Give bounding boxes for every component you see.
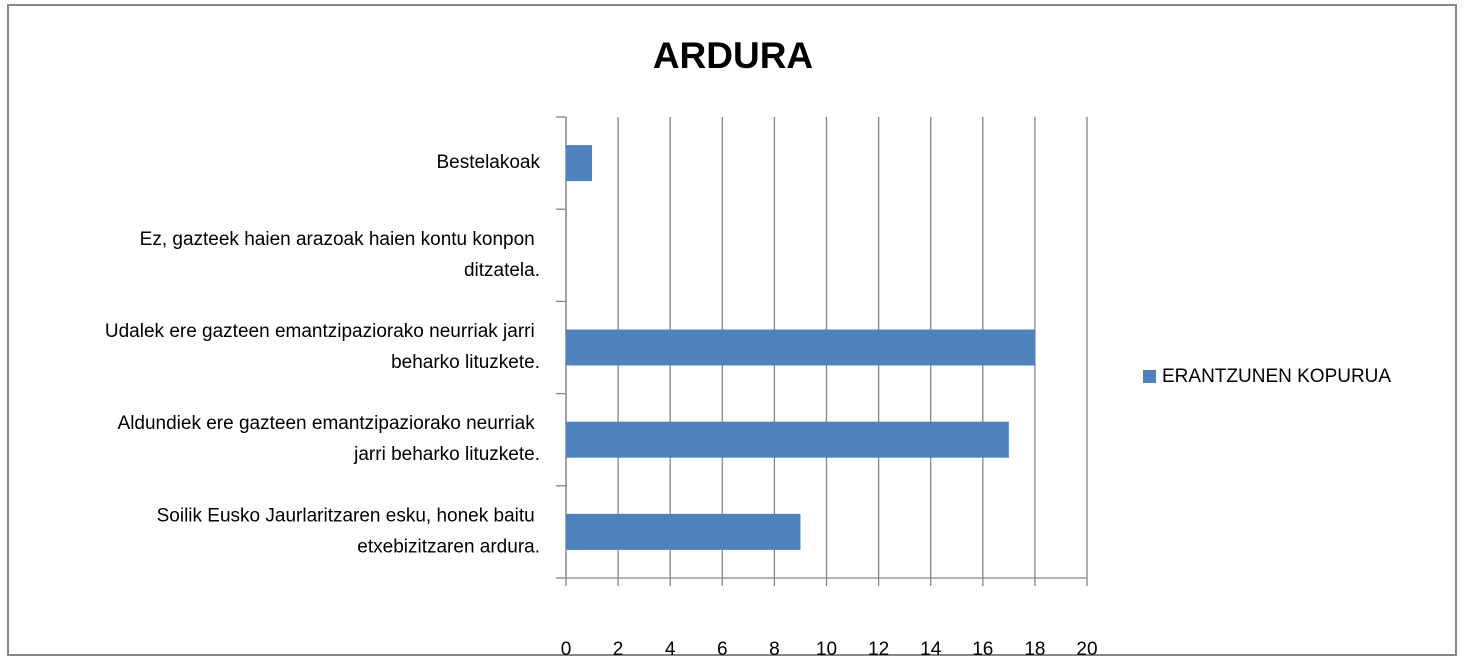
x-tick-label: 2 xyxy=(613,639,624,660)
chart-title: ARDURA xyxy=(653,35,813,76)
x-tick-label: 0 xyxy=(561,639,572,660)
label-line: Soilik Eusko Jaurlaritzaren esku, honek … xyxy=(157,505,540,526)
y-tick-label: Udalek ere gazteen emantzipaziorako neur… xyxy=(105,321,540,373)
legend-label: ERANTZUNEN KOPURUA xyxy=(1162,366,1391,387)
x-tick-label: 12 xyxy=(868,639,889,660)
label-line: etxebizitzaren ardura. xyxy=(357,536,540,557)
legend-swatch xyxy=(1143,370,1156,383)
x-tick-label: 18 xyxy=(1024,639,1045,660)
bar xyxy=(566,513,801,550)
x-tick-label: 10 xyxy=(816,639,837,660)
label-line: Ez, gazteek haien arazoak haien kontu ko… xyxy=(140,229,540,250)
y-tick-label: Bestelakoak xyxy=(436,152,540,173)
y-tick-label: Soilik Eusko Jaurlaritzaren esku, honek … xyxy=(157,505,540,557)
label-line: Udalek ere gazteen emantzipaziorako neur… xyxy=(105,321,540,342)
y-tick-label: Aldundiek ere gazteen emantzipaziorako n… xyxy=(118,413,540,465)
y-tick-label: Ez, gazteek haien arazoak haien kontu ko… xyxy=(140,229,540,281)
bar xyxy=(566,329,1035,366)
x-tick-label: 16 xyxy=(972,639,993,660)
x-tick-label: 8 xyxy=(769,639,780,660)
label-line: jarri beharko lituzkete. xyxy=(353,444,540,465)
x-tick-label: 4 xyxy=(665,639,676,660)
label-line: beharko lituzkete. xyxy=(391,352,540,373)
label-line: ditzatela. xyxy=(464,260,540,281)
bar xyxy=(566,145,593,182)
x-tick-label: 14 xyxy=(920,639,942,660)
x-tick-label: 6 xyxy=(717,639,728,660)
bar xyxy=(566,421,1009,458)
label-line: Aldundiek ere gazteen emantzipaziorako n… xyxy=(118,413,540,434)
x-tick-label: 20 xyxy=(1076,639,1097,660)
